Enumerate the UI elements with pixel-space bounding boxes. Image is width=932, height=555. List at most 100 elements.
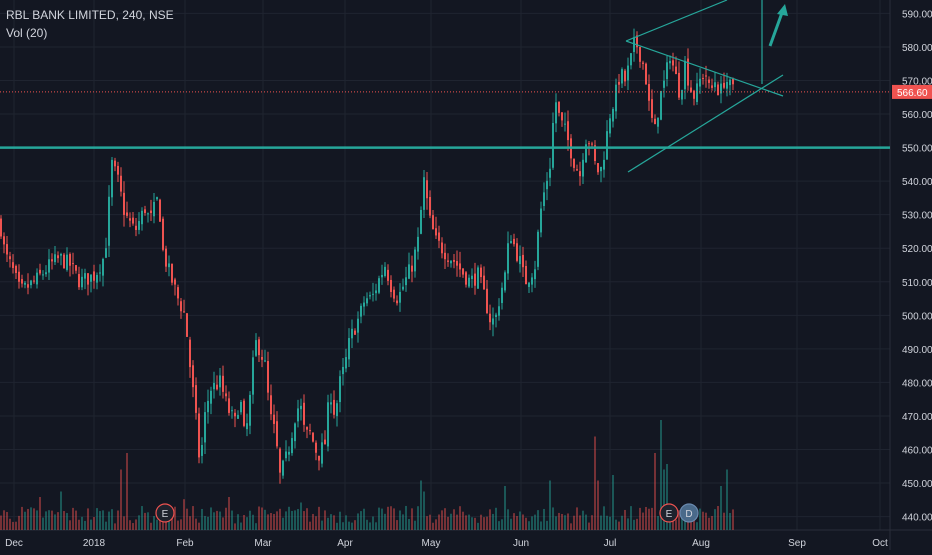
y-tick-label: 550.00 xyxy=(902,144,932,155)
candle-body xyxy=(729,79,731,86)
volume-bar xyxy=(594,436,596,530)
volume-bar xyxy=(696,522,698,530)
candle-body xyxy=(636,35,638,48)
candle-body xyxy=(654,118,656,125)
volume-bar xyxy=(558,512,560,530)
volume-bar xyxy=(591,515,593,530)
volume-bar xyxy=(198,522,200,530)
volume-bar xyxy=(732,509,734,530)
candle-body xyxy=(465,272,467,285)
candle-body xyxy=(81,276,83,288)
volume-bar xyxy=(294,510,296,530)
candle-body xyxy=(477,267,479,289)
volume-bar xyxy=(387,506,389,530)
candle-body xyxy=(33,280,35,282)
candle-body xyxy=(216,384,218,390)
volume-bar xyxy=(639,507,641,530)
volume-bar xyxy=(219,511,221,530)
volume-bar xyxy=(513,513,515,530)
candle-body xyxy=(156,197,158,200)
candle-body xyxy=(387,269,389,281)
symbol-title: RBL BANK LIMITED, 240, NSE xyxy=(6,8,174,22)
volume-bar xyxy=(720,486,722,530)
candle-body xyxy=(714,82,716,88)
volume-bar xyxy=(729,512,731,530)
volume-bar xyxy=(324,510,326,530)
candle-body xyxy=(327,402,329,447)
candle-body xyxy=(105,248,107,258)
volume-bar xyxy=(165,519,167,530)
candle-body xyxy=(540,208,542,233)
dividend-marker: D xyxy=(679,503,699,523)
volume-bar xyxy=(477,522,479,530)
candle-body xyxy=(0,218,2,237)
volume-bar xyxy=(492,513,494,530)
event-circle xyxy=(659,503,679,523)
volume-bar xyxy=(276,511,278,530)
volume-bar xyxy=(48,510,50,530)
candle-body xyxy=(456,261,458,266)
volume-bar xyxy=(33,508,35,530)
y-tick-label: 560.00 xyxy=(902,110,932,121)
volume-bar xyxy=(60,491,62,530)
candle-body xyxy=(165,248,167,267)
candle-body xyxy=(6,244,8,255)
candle-body xyxy=(426,180,428,199)
volume-bar xyxy=(354,520,356,530)
volume-bar xyxy=(432,522,434,530)
volume-bar xyxy=(54,514,56,530)
volume-bar xyxy=(573,515,575,530)
volume-bar xyxy=(150,522,152,530)
candle-body xyxy=(192,365,194,388)
candle-body xyxy=(183,311,185,313)
volume-bar xyxy=(345,515,347,530)
trendline-triangle-lower xyxy=(627,74,784,173)
volume-bar xyxy=(69,520,71,530)
volume-bar xyxy=(102,510,104,530)
candle-body xyxy=(429,197,431,216)
candle-body xyxy=(711,85,713,88)
candle-body xyxy=(228,398,230,413)
candle-body xyxy=(435,228,437,236)
candle-body xyxy=(384,266,386,277)
volume-bar xyxy=(585,514,587,530)
volume-bar xyxy=(204,515,206,530)
volume-bar xyxy=(21,506,23,530)
candle-body xyxy=(66,254,68,270)
candle-body xyxy=(513,238,515,245)
volume-bar xyxy=(87,508,89,530)
candle-body xyxy=(237,414,239,419)
trendline-triangle-upper xyxy=(625,40,784,97)
candle-body xyxy=(660,90,662,120)
volume-bar xyxy=(240,522,242,530)
volume-bar xyxy=(66,513,68,530)
candle-body xyxy=(489,313,491,323)
candle-body xyxy=(36,272,38,285)
candle-body xyxy=(573,158,575,168)
candle-body xyxy=(471,275,473,280)
volume-bar xyxy=(675,519,677,530)
candle-body xyxy=(576,169,578,171)
volume-bar xyxy=(537,510,539,530)
volume-bar xyxy=(516,515,518,530)
candle-body xyxy=(111,159,113,198)
volume-bar xyxy=(606,515,608,530)
candle-body xyxy=(417,236,419,252)
volume-bar xyxy=(396,520,398,530)
volume-bar xyxy=(399,510,401,530)
candle-body xyxy=(699,78,701,87)
volume-bar xyxy=(711,515,713,530)
candle-body xyxy=(405,277,407,286)
volume-bar xyxy=(717,506,719,530)
volume-bar xyxy=(618,521,620,530)
candle-body xyxy=(492,318,494,325)
candle-body xyxy=(354,330,356,335)
volume-bar xyxy=(51,510,53,530)
candle-body xyxy=(381,274,383,278)
candle-body xyxy=(483,275,485,290)
candle-body xyxy=(543,192,545,206)
volume-bar xyxy=(504,486,506,530)
volume-bar xyxy=(663,469,665,530)
candle-body xyxy=(336,403,338,417)
